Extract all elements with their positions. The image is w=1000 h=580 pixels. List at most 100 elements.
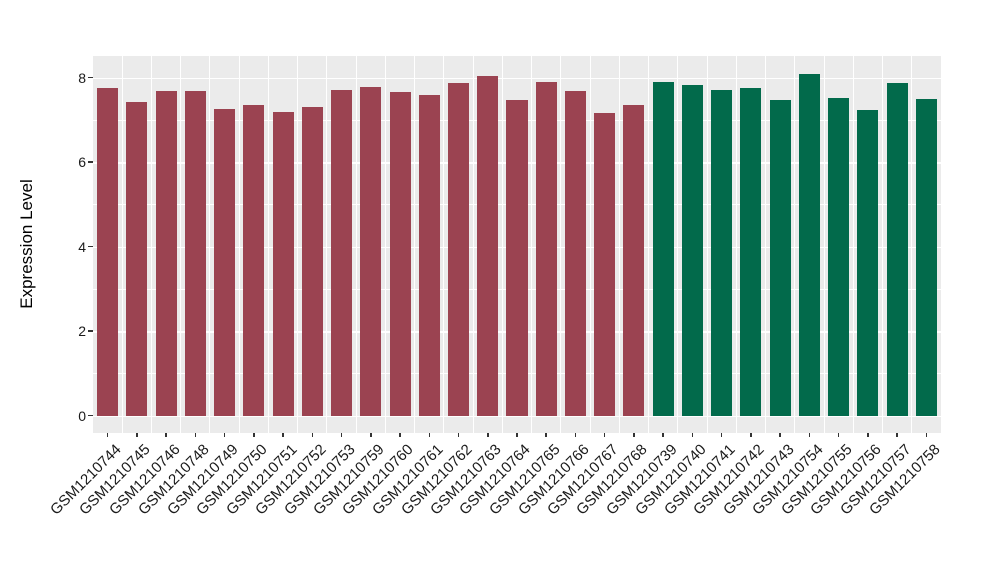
gridline-v-2 bbox=[150, 56, 152, 433]
bar-GSM1210740 bbox=[681, 84, 703, 416]
y-tick-label-2: 2 bbox=[78, 323, 86, 340]
gridline-v-15 bbox=[531, 56, 533, 433]
bar-GSM1210759 bbox=[360, 86, 382, 416]
x-tick-mark-GSM1210765 bbox=[545, 433, 547, 437]
x-tick-mark-GSM1210744 bbox=[106, 433, 109, 437]
x-tick-mark-GSM1210762 bbox=[457, 433, 460, 437]
gridline-major-y8 bbox=[93, 77, 941, 80]
gridline-v-13 bbox=[472, 56, 474, 433]
y-tick-mark-8 bbox=[88, 76, 93, 79]
bar-GSM1210767 bbox=[594, 113, 616, 416]
x-tick-mark-GSM1210760 bbox=[399, 433, 401, 437]
bar-GSM1210749 bbox=[214, 108, 236, 416]
y-tick-label-4: 4 bbox=[78, 238, 86, 255]
plot-panel bbox=[93, 56, 941, 433]
gridline-v-26 bbox=[852, 56, 854, 433]
bar-GSM1210764 bbox=[506, 99, 528, 416]
bar-GSM1210763 bbox=[477, 75, 499, 416]
x-tick-mark-GSM1210756 bbox=[867, 433, 869, 437]
y-axis-title: Expression Level bbox=[17, 179, 36, 309]
bar-GSM1210760 bbox=[389, 91, 411, 416]
bar-GSM1210753 bbox=[331, 90, 353, 416]
bar-GSM1210766 bbox=[564, 91, 586, 416]
gridline-v-12 bbox=[443, 56, 445, 433]
gridline-v-6 bbox=[267, 56, 269, 433]
x-tick-mark-GSM1210753 bbox=[340, 433, 343, 437]
gridline-v-10 bbox=[384, 56, 386, 433]
x-tick-mark-GSM1210754 bbox=[808, 433, 811, 437]
gridline-v-16 bbox=[560, 56, 562, 433]
x-tick-mark-GSM1210740 bbox=[691, 433, 694, 437]
y-tick-mark-0 bbox=[88, 414, 93, 417]
gridline-v-3 bbox=[180, 56, 182, 433]
gridline-v-27 bbox=[882, 56, 884, 433]
x-tick-mark-GSM1210766 bbox=[574, 433, 577, 437]
x-tick-mark-GSM1210739 bbox=[662, 433, 664, 437]
bar-GSM1210756 bbox=[857, 109, 879, 416]
bar-GSM1210758 bbox=[915, 98, 937, 416]
x-tick-mark-GSM1210748 bbox=[194, 433, 197, 437]
x-tick-mark-GSM1210745 bbox=[136, 433, 138, 437]
gridline-v-4 bbox=[209, 56, 211, 433]
gridline-v-18 bbox=[618, 56, 620, 433]
x-tick-mark-GSM1210757 bbox=[896, 433, 898, 437]
x-tick-mark-GSM1210763 bbox=[487, 433, 489, 437]
gridline-v-17 bbox=[589, 56, 591, 433]
gridline-v-8 bbox=[326, 56, 328, 433]
bar-GSM1210743 bbox=[769, 100, 791, 416]
bar-GSM1210745 bbox=[126, 102, 148, 416]
gridline-v-28 bbox=[911, 56, 913, 433]
gridline-v-7 bbox=[297, 56, 299, 433]
y-tick-mark-2 bbox=[88, 330, 93, 332]
gridline-v-11 bbox=[414, 56, 416, 433]
x-tick-mark-GSM1210764 bbox=[516, 433, 518, 437]
x-tick-mark-GSM1210749 bbox=[223, 433, 226, 437]
gridline-v-22 bbox=[735, 56, 737, 433]
y-tick-label-8: 8 bbox=[78, 69, 86, 86]
gridline-v-5 bbox=[238, 56, 240, 433]
gridline-v-9 bbox=[355, 56, 357, 433]
gridline-v-25 bbox=[823, 56, 825, 433]
x-tick-mark-GSM1210759 bbox=[370, 433, 372, 437]
y-tick-mark-4 bbox=[88, 245, 93, 248]
bar-GSM1210762 bbox=[447, 83, 470, 416]
gridline-major-y0 bbox=[93, 415, 941, 418]
bar-GSM1210765 bbox=[535, 82, 557, 416]
gridline-v-14 bbox=[501, 56, 503, 433]
x-tick-mark-GSM1210741 bbox=[720, 433, 723, 437]
bar-GSM1210739 bbox=[652, 82, 674, 416]
x-tick-mark-GSM1210750 bbox=[253, 433, 255, 437]
bar-GSM1210748 bbox=[184, 91, 206, 416]
x-tick-mark-GSM1210767 bbox=[603, 433, 606, 437]
bar-GSM1210746 bbox=[155, 91, 177, 416]
gridline-v-19 bbox=[648, 56, 650, 433]
bar-GSM1210741 bbox=[711, 90, 733, 416]
x-tick-mark-GSM1210755 bbox=[837, 433, 840, 437]
x-tick-mark-GSM1210768 bbox=[633, 433, 635, 437]
x-tick-mark-GSM1210743 bbox=[779, 433, 781, 437]
x-tick-mark-GSM1210758 bbox=[925, 433, 928, 437]
gridline-v-21 bbox=[706, 56, 708, 433]
gridline-v-20 bbox=[677, 56, 679, 433]
bar-GSM1210757 bbox=[886, 83, 908, 416]
bar-GSM1210742 bbox=[740, 87, 762, 416]
bar-GSM1210751 bbox=[272, 111, 294, 416]
gridline-v-24 bbox=[794, 56, 796, 433]
bar-GSM1210752 bbox=[301, 106, 323, 416]
bar-GSM1210761 bbox=[418, 95, 440, 416]
bar-GSM1210750 bbox=[243, 104, 265, 416]
x-tick-mark-GSM1210746 bbox=[165, 433, 167, 437]
y-tick-label-0: 0 bbox=[78, 407, 86, 424]
gridline-v-23 bbox=[765, 56, 767, 433]
bar-GSM1210768 bbox=[623, 105, 645, 416]
bar-GSM1210755 bbox=[828, 97, 850, 416]
x-tick-mark-GSM1210742 bbox=[750, 433, 752, 437]
gridline-v-1 bbox=[121, 56, 123, 433]
bar-GSM1210754 bbox=[798, 73, 820, 416]
bar-GSM1210744 bbox=[97, 88, 119, 416]
y-tick-mark-6 bbox=[88, 161, 93, 163]
x-tick-mark-GSM1210751 bbox=[282, 433, 284, 437]
x-tick-mark-GSM1210761 bbox=[428, 433, 431, 437]
y-tick-label-6: 6 bbox=[78, 154, 86, 171]
